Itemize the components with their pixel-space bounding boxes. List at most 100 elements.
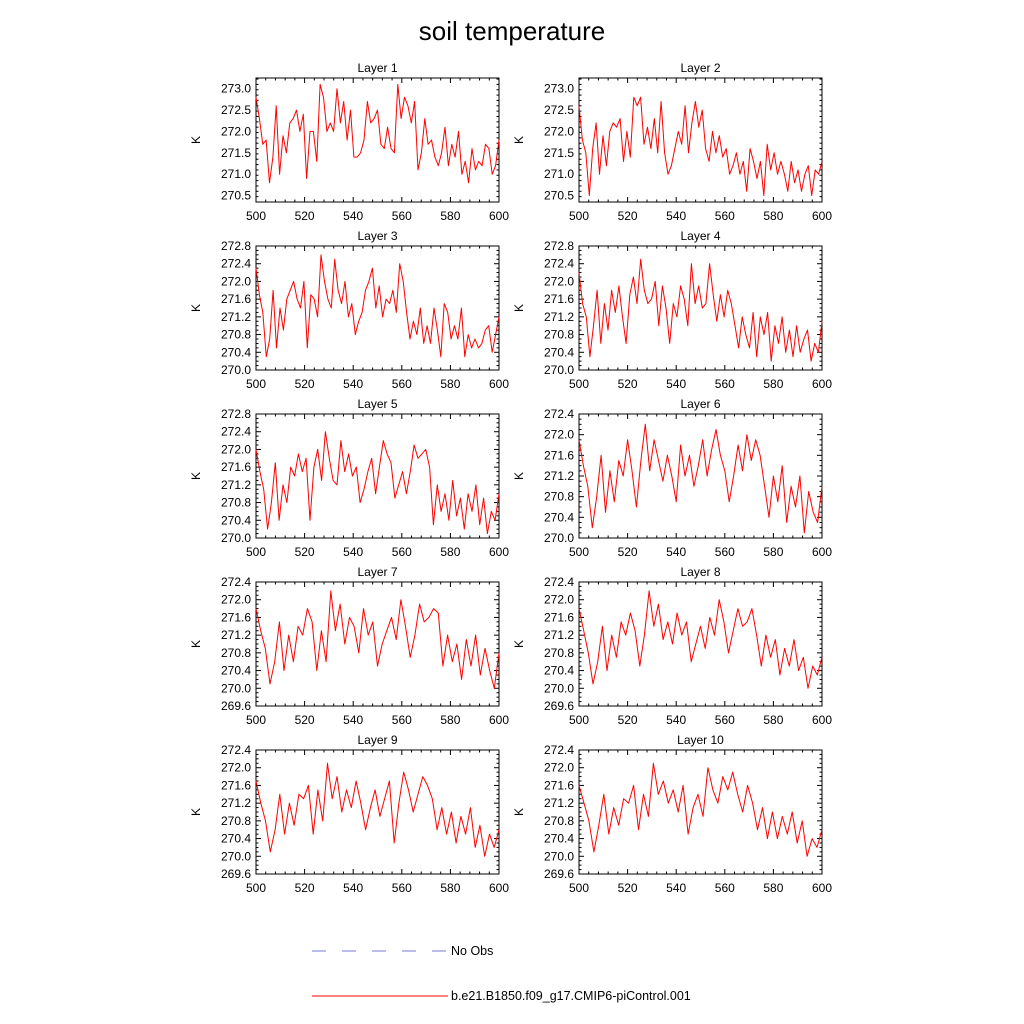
y-tick-label: 272.0 — [544, 761, 574, 775]
x-tick-label: 580 — [763, 545, 783, 559]
y-tick-label: 270.8 — [221, 814, 251, 828]
y-tick-label: 270.0 — [221, 681, 251, 695]
y-tick-label: 270.0 — [221, 363, 251, 377]
x-tick-label: 540 — [343, 377, 363, 391]
y-tick-label: 271.5 — [221, 146, 251, 160]
plot-frame — [255, 77, 500, 203]
chart-panel-1: Layer 1 K 500 520 540 560 580 600 273.0 272.5 272.… — [189, 61, 509, 223]
x-tick-label: 500 — [246, 545, 266, 559]
y-tick-label: 272.0 — [221, 274, 251, 288]
y-tick-label: 270.8 — [544, 490, 574, 504]
chart-panel-7: Layer 7 K 500 520 540 560 580 600 272.4 272.0 271.… — [189, 565, 509, 727]
y-tick-label: 271.6 — [221, 778, 251, 792]
x-tick-label: 540 — [666, 545, 686, 559]
x-tick-label: 500 — [569, 881, 589, 895]
panel-title: Layer 1 — [357, 61, 397, 75]
series-line-model — [255, 254, 500, 358]
y-tick-label: 271.6 — [221, 292, 251, 306]
x-tick-label: 560 — [392, 209, 412, 223]
figure-title: soil temperature — [419, 16, 605, 46]
x-tick-label: 580 — [440, 713, 460, 727]
y-tick-label: 271.2 — [221, 310, 251, 324]
chart-panel-3: Layer 3 K 500 520 540 560 580 600 272.8 272.4 272.… — [189, 229, 509, 391]
x-tick-label: 520 — [295, 377, 315, 391]
y-tick-label: 272.5 — [544, 103, 574, 117]
y-tick-label: 270.8 — [221, 496, 251, 510]
y-tick-label: 272.0 — [544, 593, 574, 607]
y-tick-label: 272.0 — [221, 593, 251, 607]
x-tick-label: 520 — [295, 713, 315, 727]
y-axis-label: K — [189, 808, 203, 816]
y-tick-label: 271.0 — [544, 167, 574, 181]
x-tick-label: 500 — [569, 377, 589, 391]
series-line-model — [578, 96, 823, 197]
y-tick-label: 272.4 — [221, 257, 251, 271]
chart-panel-2: Layer 2 K 500 520 540 560 580 600 273.0 272.5 272.… — [512, 61, 832, 223]
x-tick-label: 540 — [666, 209, 686, 223]
chart-panel-4: Layer 4 K 500 520 540 560 580 600 272.8 272.4 272.… — [512, 229, 832, 391]
x-tick-label: 600 — [812, 713, 832, 727]
x-tick-label: 580 — [440, 545, 460, 559]
chart-panel-10: Layer 10 K 500 520 540 560 580 600 272.4 272.0 271… — [512, 733, 832, 895]
y-tick-label: 270.8 — [544, 814, 574, 828]
x-tick-label: 560 — [715, 713, 735, 727]
y-tick-label: 272.0 — [544, 274, 574, 288]
y-tick-label: 270.0 — [544, 849, 574, 863]
y-axis-label: K — [189, 640, 203, 648]
plot-frame — [255, 413, 500, 539]
y-tick-label: 270.4 — [544, 345, 574, 359]
y-tick-label: 271.5 — [544, 146, 574, 160]
y-tick-label: 270.8 — [221, 646, 251, 660]
panel-grid: Layer 1 K 500 520 540 560 580 600 273.0 272.5 272.… — [189, 61, 832, 895]
series-line-model — [255, 762, 500, 857]
series-line-model — [255, 431, 500, 535]
series-line-model — [578, 762, 823, 857]
x-tick-label: 600 — [812, 377, 832, 391]
x-tick-label: 540 — [343, 545, 363, 559]
y-tick-label: 270.0 — [544, 363, 574, 377]
y-tick-label: 271.2 — [221, 478, 251, 492]
y-tick-label: 270.0 — [544, 681, 574, 695]
x-tick-label: 580 — [440, 377, 460, 391]
x-tick-label: 540 — [666, 881, 686, 895]
x-tick-label: 580 — [763, 209, 783, 223]
x-tick-label: 560 — [715, 377, 735, 391]
legend: No Obs b.e21.B1850.f09_g17.CMIP6-piContr… — [312, 944, 691, 1003]
x-tick-label: 600 — [489, 209, 509, 223]
x-tick-label: 520 — [295, 209, 315, 223]
x-tick-label: 560 — [715, 209, 735, 223]
y-tick-label: 270.5 — [544, 189, 574, 203]
chart-panel-6: Layer 6 K 500 520 540 560 580 600 272.4 272.0 271.… — [512, 397, 832, 559]
y-tick-label: 270.4 — [221, 345, 251, 359]
plot-frame — [578, 581, 823, 707]
y-axis-label: K — [512, 640, 526, 648]
panel-title: Layer 8 — [680, 565, 720, 579]
x-tick-label: 580 — [763, 881, 783, 895]
x-tick-label: 500 — [246, 209, 266, 223]
x-tick-label: 520 — [295, 881, 315, 895]
y-tick-label: 271.6 — [544, 610, 574, 624]
x-tick-label: 500 — [246, 377, 266, 391]
y-axis-label: K — [512, 304, 526, 312]
y-tick-label: 270.0 — [544, 531, 574, 545]
x-tick-label: 560 — [392, 377, 412, 391]
y-tick-label: 273.0 — [544, 82, 574, 96]
y-tick-label: 271.0 — [221, 167, 251, 181]
y-tick-label: 271.6 — [544, 778, 574, 792]
plot-frame — [255, 245, 500, 371]
y-tick-label: 269.6 — [221, 699, 251, 713]
y-tick-label: 271.2 — [221, 628, 251, 642]
y-tick-label: 273.0 — [221, 82, 251, 96]
y-tick-label: 271.2 — [544, 310, 574, 324]
y-tick-label: 269.6 — [544, 867, 574, 881]
chart-panel-9: Layer 9 K 500 520 540 560 580 600 272.4 272.0 271.… — [189, 733, 509, 895]
y-tick-label: 270.4 — [544, 664, 574, 678]
y-tick-label: 269.6 — [221, 867, 251, 881]
panel-title: Layer 9 — [357, 733, 397, 747]
y-tick-label: 272.0 — [544, 428, 574, 442]
x-tick-label: 540 — [666, 377, 686, 391]
x-tick-label: 580 — [763, 713, 783, 727]
y-tick-label: 272.0 — [544, 124, 574, 138]
y-tick-label: 270.8 — [221, 328, 251, 342]
y-tick-label: 272.4 — [221, 425, 251, 439]
